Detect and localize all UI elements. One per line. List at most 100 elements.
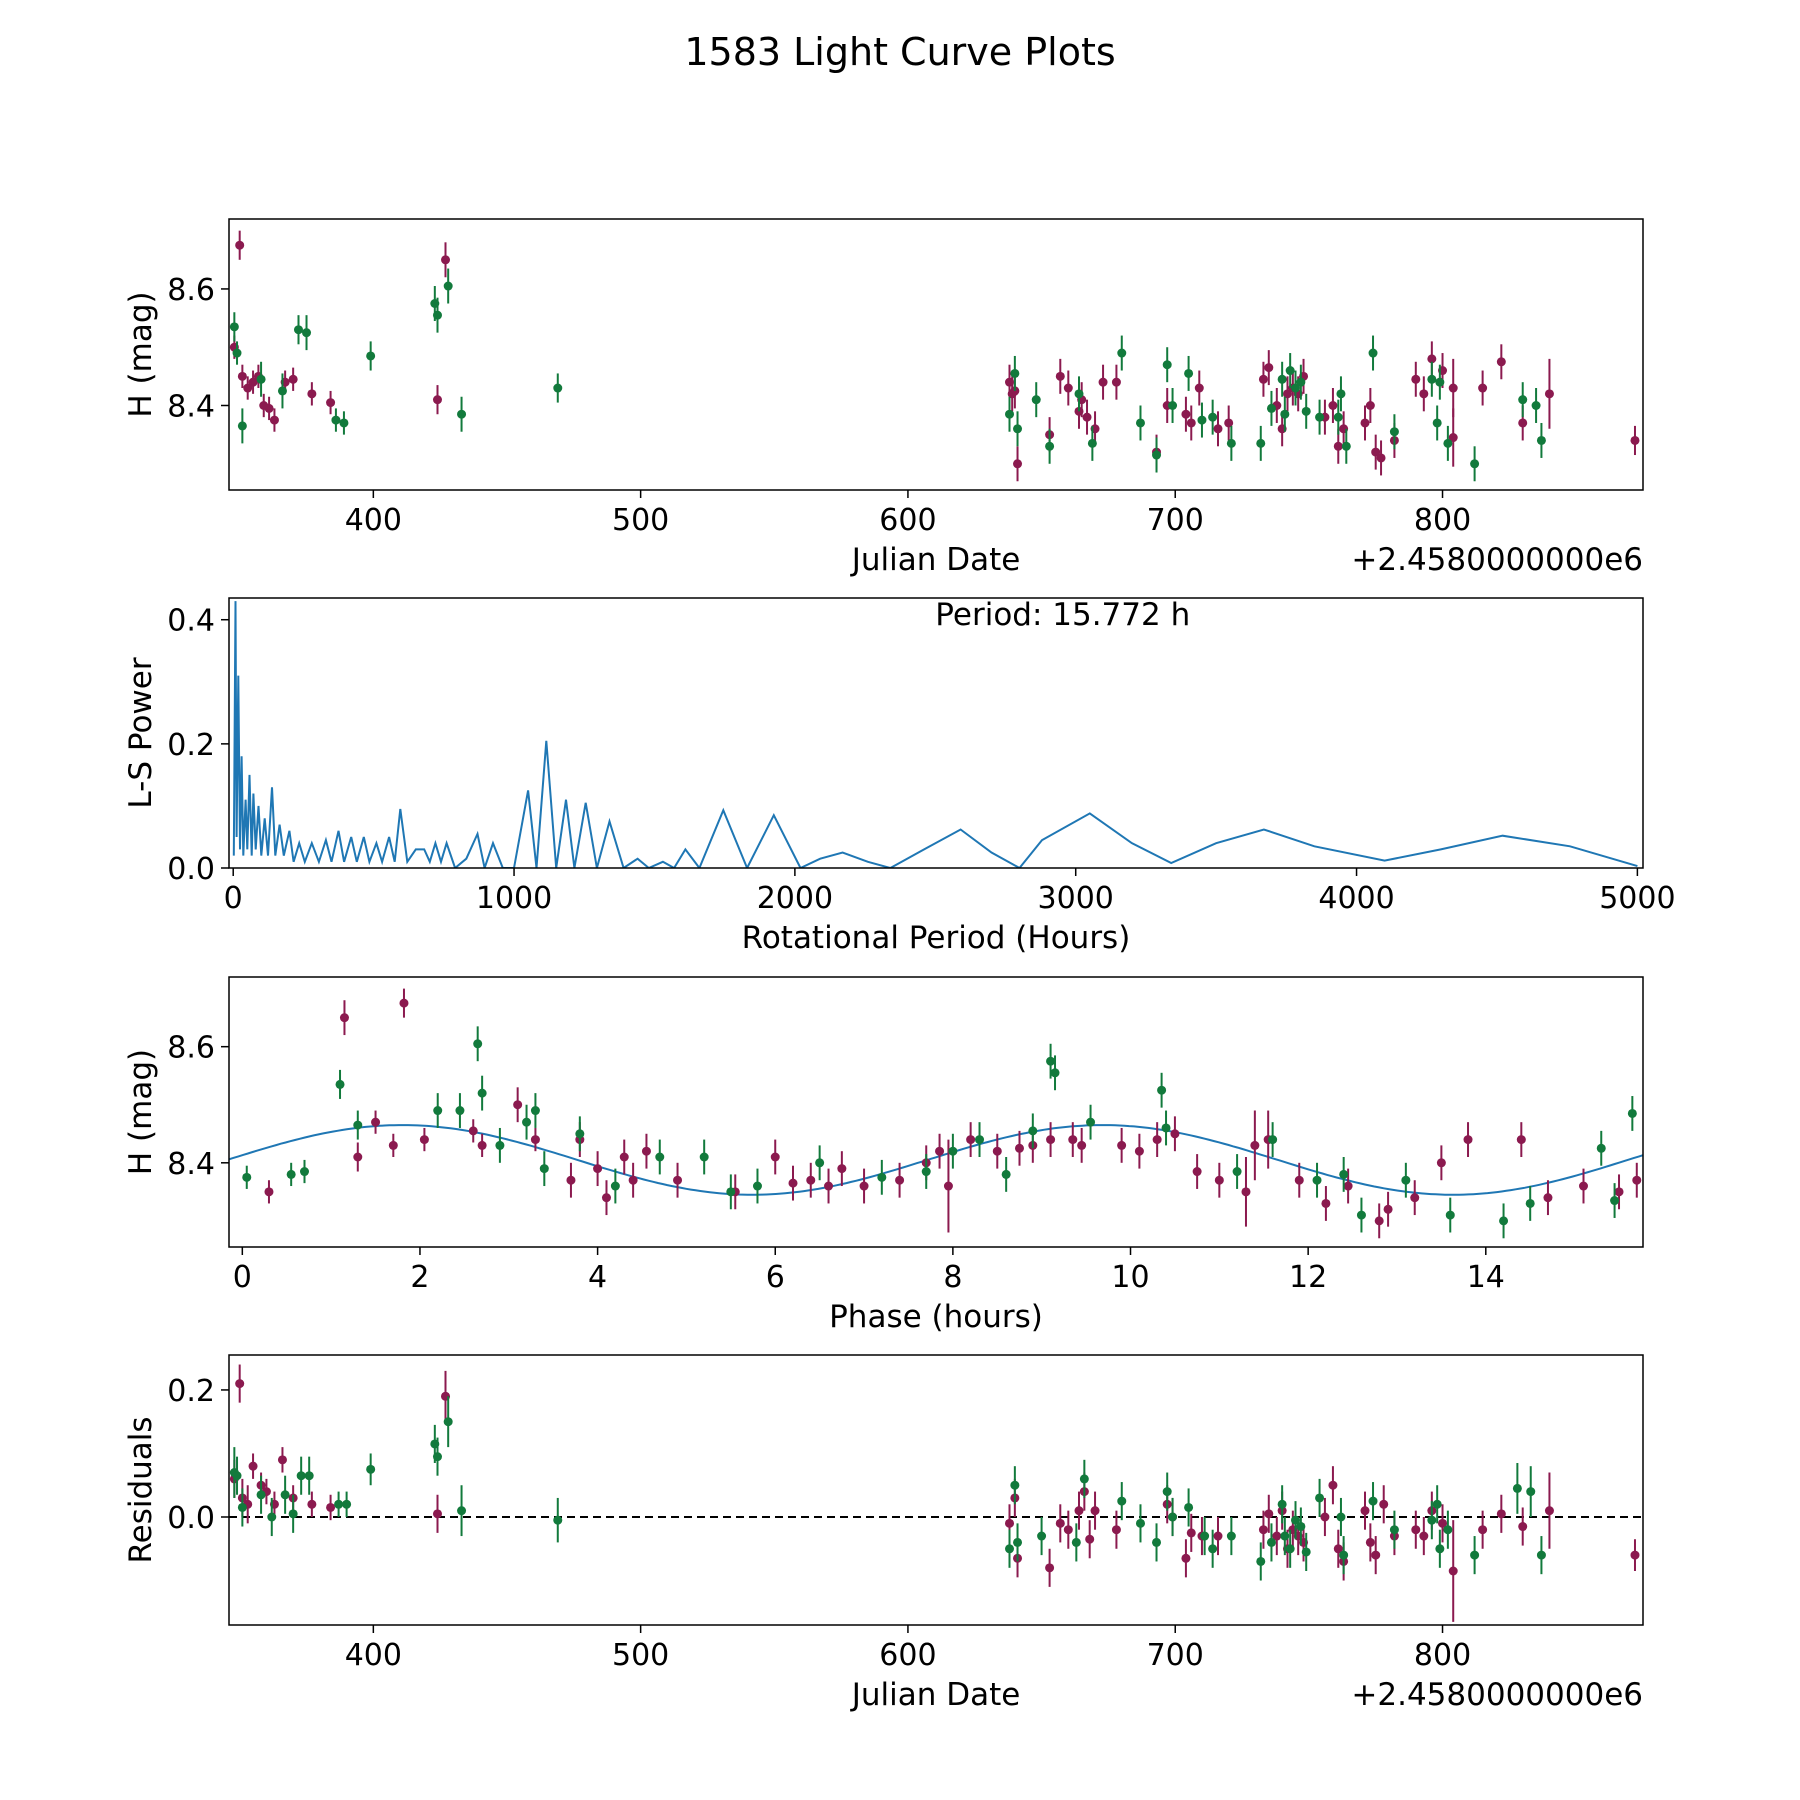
data-point [1258,374,1268,384]
data-point [237,421,247,431]
data-point [1135,1518,1145,1528]
data-point [1117,1496,1127,1506]
data-point [1285,366,1295,376]
data-point [286,1169,296,1179]
data-point [1117,1140,1127,1150]
x-tick-label: 800 [1414,503,1471,538]
x-tick-label: 4 [588,1260,607,1295]
data-point [1157,1085,1167,1095]
data-point [243,383,253,393]
data-point [1200,1531,1210,1541]
data-point [1443,1525,1453,1535]
data-point [1448,383,1458,393]
data-point [1170,1129,1180,1139]
data-point [1339,1550,1349,1560]
data-point [1512,1483,1522,1493]
data-point [1516,1135,1526,1145]
data-point [1208,1544,1218,1554]
data-point [513,1100,523,1110]
y-tick-label: 0.0 [167,1501,215,1536]
data-point [1232,1167,1242,1177]
data-point [235,1379,245,1389]
periodogram-curve [232,601,1638,868]
data-point [1268,1135,1278,1145]
data-point [1336,1512,1346,1522]
data-point [1192,1167,1202,1177]
data-point [1470,1550,1480,1560]
x-tick-label: 500 [612,503,669,538]
axes-frame [228,976,1644,1248]
data-point [1005,409,1015,419]
data-point [457,409,467,419]
data-point [1448,433,1458,443]
data-point [1077,1140,1087,1150]
panel-phase-folded: 0 2 4 6 8 10 12 14 8.4 8.6 Phase (hours) H (mag) [123,976,1644,1335]
data-point [1411,374,1421,384]
data-point [859,1181,869,1191]
data-point [1001,1169,1011,1179]
x-tick-label: 700 [1147,503,1204,538]
data-point [1168,400,1178,410]
data-point [593,1164,603,1174]
data-point [1079,1474,1089,1484]
data-point [1596,1143,1606,1153]
data-point [443,281,453,291]
data-point [1432,1499,1442,1509]
data-point [610,1181,620,1191]
data-point [553,1515,563,1525]
data-point [288,374,298,384]
data-point [641,1146,651,1156]
data-point [1135,418,1145,428]
data-point [457,1506,467,1516]
data-point [1055,371,1065,381]
data-point [1389,1525,1399,1535]
data-point [1339,1169,1349,1179]
x-tick-label: 400 [345,503,402,538]
data-point [673,1175,683,1185]
data-point [473,1039,483,1049]
data-point [1365,1537,1375,1547]
y-tick-label: 0.0 [167,852,215,887]
data-point [1241,1187,1251,1197]
data-point [1068,1135,1078,1145]
data-point [432,1509,442,1519]
data-point [1046,1056,1056,1066]
data-point [342,1499,352,1509]
data-point [1162,360,1172,370]
data-point [655,1152,665,1162]
data-point [1256,438,1266,448]
data-point [1086,1117,1096,1127]
data-point [326,1502,336,1512]
data-point [1117,348,1127,358]
data-point [1266,1537,1276,1547]
panel-light-curve: 400 500 600 700 800 8.4 8.6 Julian Date H (mag) +… [123,218,1644,578]
x-tick-label: 800 [1414,1638,1471,1673]
data-point [1419,1531,1429,1541]
y-tick-label: 8.6 [167,1031,215,1066]
data-point [1301,1547,1311,1557]
data-point [824,1181,834,1191]
plot-area [229,1364,1643,1622]
data-point [242,1172,252,1182]
data-point [601,1193,611,1203]
x-tick-label: 10 [1111,1260,1149,1295]
data-point [1181,409,1191,419]
data-point [264,1187,274,1197]
data-point [264,403,274,413]
period-annotation: Period: 15.772 h [935,597,1190,633]
data-point [1046,1135,1056,1145]
data-point [366,1464,376,1474]
data-point [1312,1175,1322,1185]
data-point [1333,1544,1343,1554]
data-point [1341,441,1351,451]
data-point [1074,389,1084,399]
figure-title: 1583 Light Curve Plots [684,30,1116,74]
data-point [432,310,442,320]
data-point [1496,357,1506,367]
data-point [1627,1108,1637,1118]
data-point [1630,1550,1640,1560]
data-point [966,1135,976,1145]
y-tick-label: 0.2 [167,728,215,763]
panel-periodogram: 0 1000 2000 3000 4000 5000 0.0 0.2 0.4 Rotational… [123,597,1676,956]
data-point [1360,1506,1370,1516]
